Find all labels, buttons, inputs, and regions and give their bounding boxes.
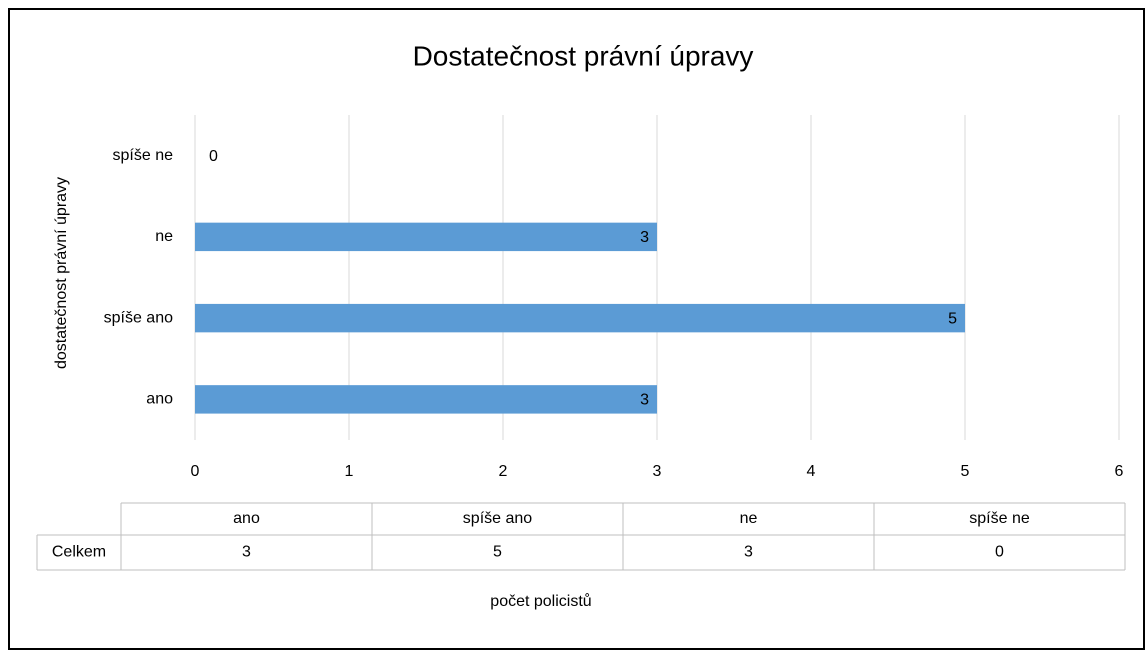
- table-cell: 0: [995, 544, 1004, 561]
- table-header: ne: [740, 510, 758, 527]
- table-row-label: Celkem: [52, 544, 106, 561]
- x-tick-label: 0: [191, 463, 200, 480]
- x-tick-label: 5: [961, 463, 970, 480]
- x-axis-label: počet policistů: [490, 592, 591, 610]
- data-label: 3: [640, 229, 649, 246]
- bar: [195, 385, 657, 414]
- y-tick-label: ne: [155, 228, 173, 245]
- x-tick-label: 4: [807, 463, 816, 480]
- bar: [195, 222, 657, 252]
- table-header: ano: [233, 510, 260, 527]
- y-tick-label: spíše ne: [113, 147, 174, 164]
- x-tick-label: 2: [499, 463, 508, 480]
- y-axis-label: dostatečnost právní úpravy: [53, 177, 70, 369]
- y-tick-label: ano: [146, 391, 173, 408]
- table-cell: 3: [744, 544, 753, 561]
- table-cell: 3: [242, 544, 251, 561]
- data-label: 5: [948, 310, 957, 327]
- table-cell: 5: [493, 544, 502, 561]
- data-label: 3: [640, 392, 649, 409]
- x-tick-label: 6: [1115, 463, 1124, 480]
- chart-title: Dostatečnost právní úpravy: [413, 40, 754, 71]
- x-tick-label: 1: [345, 463, 354, 480]
- data-label: 0: [209, 148, 218, 165]
- table-header: spíše ne: [969, 510, 1030, 527]
- bar: [195, 303, 965, 333]
- table-header: spíše ano: [463, 510, 532, 527]
- y-tick-label: spíše ano: [104, 309, 173, 326]
- x-tick-label: 3: [653, 463, 662, 480]
